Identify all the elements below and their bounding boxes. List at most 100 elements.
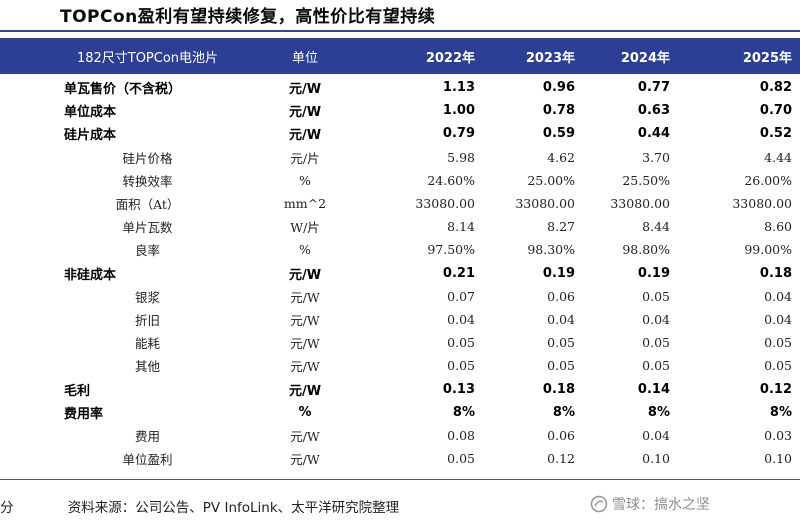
row-unit: % — [299, 172, 311, 188]
header-year-2022: 2022年 — [425, 50, 475, 66]
row-label: 费用 — [134, 428, 160, 444]
row-value: 0.04 — [764, 311, 792, 327]
row-unit: 元/片 — [290, 150, 320, 166]
table-row: 硅片价格 元/片 5.98 4.62 3.70 4.44 — [0, 146, 800, 169]
row-value: 0.44 — [637, 126, 670, 142]
row-value: 33080.00 — [732, 196, 792, 212]
row-value: 0.05 — [447, 358, 475, 374]
row-value: 8.27 — [547, 219, 575, 235]
row-label: 毛利 — [64, 383, 91, 399]
row-value: 33080.00 — [515, 196, 575, 212]
row-value: 8% — [769, 404, 792, 420]
row-value: 0.04 — [764, 288, 792, 304]
row-value: 1.00 — [442, 103, 475, 119]
row-value: 25.50% — [622, 172, 670, 188]
snowball-logo-icon — [590, 495, 608, 513]
table-row: 单片瓦数 W/片 8.14 8.27 8.44 8.60 — [0, 215, 800, 238]
row-unit: 元/W — [288, 82, 322, 98]
page-title: TOPCon盈利有望持续修复，高性价比有望持续 — [60, 7, 436, 27]
watermark: 雪球：搞水之坚 — [590, 494, 710, 514]
row-value: 8.14 — [447, 219, 475, 235]
row-value: 0.05 — [447, 335, 475, 351]
row-value: 0.05 — [547, 358, 575, 374]
row-value: 0.04 — [642, 311, 670, 327]
row-label: 转换效率 — [122, 173, 173, 189]
row-label: 硅片价格 — [122, 150, 173, 166]
row-value: 8% — [552, 404, 575, 420]
row-value: 0.12 — [759, 381, 792, 397]
header-year-2025: 2025年 — [742, 50, 792, 66]
table-row: 非硅成本 元/W 0.21 0.19 0.19 0.18 — [0, 262, 800, 285]
row-value: 0.07 — [447, 288, 475, 304]
row-value: 99.00% — [744, 242, 792, 258]
row-unit: 元/W — [290, 336, 320, 352]
row-value: 0.13 — [442, 381, 475, 397]
row-value: 26.00% — [744, 172, 792, 188]
table-row: 转换效率% 24.60% 25.00% 25.50% 26.00% — [0, 169, 800, 192]
row-value: 0.05 — [642, 335, 670, 351]
row-value: 0.10 — [764, 451, 792, 467]
row-value: 0.04 — [447, 311, 475, 327]
row-value: 24.60% — [427, 172, 475, 188]
row-label: 硅片成本 — [64, 128, 117, 144]
source-lead: 分 — [0, 500, 14, 516]
header-year-2024: 2024年 — [620, 50, 670, 66]
table-row: 面积（At） mm^2 33080.00 33080.00 33080.00 33080.… — [0, 192, 800, 215]
row-unit: mm^2 — [283, 196, 327, 212]
title-underline — [0, 30, 800, 32]
row-value: 0.63 — [637, 103, 670, 119]
table-bottom-rule — [0, 479, 800, 480]
row-unit: 元/W — [290, 312, 320, 328]
row-label: 费用率 — [64, 406, 104, 422]
row-value: 0.06 — [547, 427, 575, 443]
row-value: 0.08 — [447, 427, 475, 443]
row-value: 0.21 — [442, 265, 475, 281]
table-row: 单瓦售价（不含税） 元/W 1.13 0.96 0.77 0.82 — [0, 76, 800, 99]
row-value: 1.13 — [442, 80, 475, 96]
row-value: 0.18 — [759, 265, 792, 281]
row-value: 0.19 — [637, 265, 670, 281]
row-value: 25.00% — [527, 172, 575, 188]
row-value: 0.19 — [542, 265, 575, 281]
row-value: 0.82 — [759, 80, 792, 96]
row-label: 银浆 — [134, 289, 160, 305]
row-unit: % — [299, 242, 311, 258]
row-value: 0.18 — [542, 381, 575, 397]
row-label: 其他 — [134, 359, 160, 375]
row-label: 能耗 — [134, 336, 160, 352]
table-row: 硅片成本 元/W 0.79 0.59 0.44 0.52 — [0, 122, 800, 145]
row-unit: 元/W — [288, 383, 322, 399]
row-label: 非硅成本 — [64, 267, 117, 283]
row-value: 0.77 — [637, 80, 670, 96]
table-row: 银浆 元/W 0.07 0.06 0.05 0.04 — [0, 285, 800, 308]
row-unit: 元/W — [288, 128, 322, 144]
row-value: 0.04 — [547, 311, 575, 327]
row-value: 0.52 — [759, 126, 792, 142]
row-value: 0.70 — [759, 103, 792, 119]
row-unit: 元/W — [288, 105, 322, 121]
row-label: 良率 — [134, 243, 160, 259]
table-row: 其他 元/W 0.05 0.05 0.05 0.05 — [0, 354, 800, 377]
row-value: 33080.00 — [610, 196, 670, 212]
table-row: 单位成本 元/W 1.00 0.78 0.63 0.70 — [0, 99, 800, 122]
header-year-2023: 2023年 — [525, 50, 575, 66]
watermark-text: 雪球：搞水之坚 — [612, 497, 710, 513]
row-value: 33080.00 — [415, 196, 475, 212]
table-row: 单位盈利 元/W 0.05 0.12 0.10 0.10 — [0, 447, 800, 470]
row-label: 单位成本 — [64, 105, 117, 121]
row-unit: 元/W — [290, 428, 320, 444]
source-text: 资料来源：公司公告、PV InfoLink、太平洋研究院整理 — [67, 500, 400, 516]
row-label: 单片瓦数 — [122, 220, 173, 236]
table-body: 单瓦售价（不含税） 元/W 1.13 0.96 0.77 0.82 单位成本 元/W 1.00 0… — [0, 76, 800, 470]
row-value: 8.60 — [764, 219, 792, 235]
row-unit: % — [298, 404, 312, 420]
table-row: 毛利 元/W 0.13 0.18 0.14 0.12 — [0, 377, 800, 400]
row-label: 单瓦售价（不含税） — [64, 82, 182, 98]
table-row: 能耗 元/W 0.05 0.05 0.05 0.05 — [0, 331, 800, 354]
row-value: 0.12 — [547, 451, 575, 467]
header-unit: 单位 — [291, 50, 318, 66]
row-value: 0.14 — [637, 381, 670, 397]
row-value: 0.79 — [442, 126, 475, 142]
table-header: 182尺寸TOPCon电池片 单位 2022年 2023年 2024年 2025… — [0, 38, 800, 74]
row-value: 98.30% — [527, 242, 575, 258]
